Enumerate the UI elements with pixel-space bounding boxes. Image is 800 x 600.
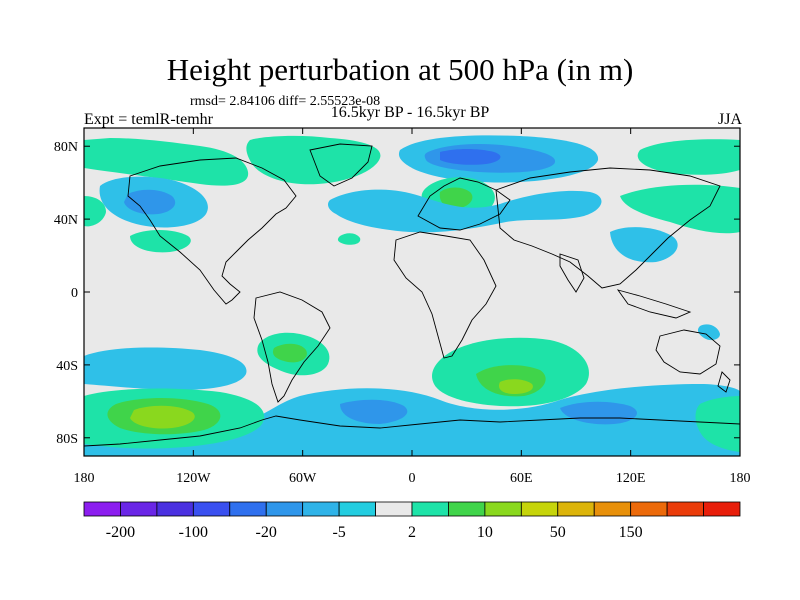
field-nw-pacific-green [637,139,740,175]
coast-africa [393,231,497,359]
coast-india [559,253,585,293]
map-title: Height perturbation at 500 hPa (in m) [166,52,634,87]
colorbar-swatch [520,501,559,517]
field-south-pacific-yellow [130,405,195,429]
colorbar-swatch [411,501,449,517]
lat-tick-label: 40S [56,359,78,374]
lon-tick-label: 180 [74,471,95,486]
lat-tick-label: 80S [56,432,78,447]
colorbar-swatch [265,501,304,517]
colorbar-swatch [338,501,376,517]
experiment-label: Expt = temlR-temhr [84,111,213,128]
stats-line: rmsd= 2.84106 diff= 2.55523e-08 [190,94,381,109]
colorbar-swatch [557,501,595,517]
field-north-america-blue [124,189,176,215]
field-east-asia-cyan [610,227,678,263]
field-south-atlantic-yellow [498,379,533,394]
contour-fields [84,135,740,456]
field-south-america-lime [272,343,307,363]
coastlines [84,143,740,447]
coast-southeast-asia [616,289,692,319]
colorbar-label: 2 [408,524,416,541]
coast-asia [495,167,721,289]
lon-tick-label: 60W [289,471,317,486]
coast-north-america [127,157,297,305]
lon-tick-label: 120W [176,471,211,486]
field-southern-ocean-cyan [84,384,740,456]
colorbar-label: 150 [619,524,643,541]
coast-greenland [309,143,373,187]
field-south-pacific-cyan [84,347,247,390]
field-europe-lime [439,187,473,209]
colorbar-swatch [630,501,668,517]
lat-tick-label: 0 [71,286,78,301]
period-label: 16.5kyr BP - 16.5kyr BP [330,104,490,121]
coast-australia [655,329,721,375]
coast-europe [417,177,511,231]
coast-antarctica [84,415,740,447]
field-subtropic-pacific-green [130,230,191,253]
colorbar-swatch [156,501,194,517]
coast-south-america [253,291,331,403]
lon-tick-label: 0 [409,471,416,486]
longitude-ticks: 180 120W 60W 0 60E 120E 180 [74,128,751,486]
lon-tick-label: 120E [616,471,646,486]
colorbar-swatch [83,501,121,517]
colorbar-label: -20 [256,524,277,541]
lon-tick-label: 180 [730,471,751,486]
colorbar-label: -200 [106,524,135,541]
colorbar-swatch [375,501,413,517]
colorbar-label: 50 [550,524,566,541]
field-australia-cyan [697,324,720,341]
lat-tick-label: 80N [54,140,78,155]
field-se-pacific-green [695,396,740,452]
field-small-atlantic-green [337,233,361,245]
colorbar-swatch [666,501,704,517]
field-north-pacific-green [84,138,249,186]
field-arctic-darkblue [440,149,501,165]
colorbar-swatch [120,501,158,517]
colorbar: -200 -100 -20 -5 2 10 50 150 [83,501,741,541]
colorbar-swatch [593,501,632,517]
lon-tick-label: 60E [510,471,533,486]
colorbar-swatch [703,501,741,517]
colorbar-label: -100 [179,524,208,541]
colorbar-swatch [448,501,486,517]
field-southern-ocean-blue [340,399,408,424]
latitude-ticks: 80N 40N 0 40S 80S [54,140,740,447]
field-east-asia-green [620,184,740,234]
lat-tick-label: 40N [54,213,78,228]
colorbar-swatch [229,501,267,517]
colorbar-label: 10 [477,524,493,541]
colorbar-swatch [192,501,231,517]
colorbar-swatch [302,501,340,517]
season-label: JJA [717,111,742,128]
field-eurasia-cyan [328,189,602,233]
colorbar-swatch [484,501,522,517]
coast-new-zealand [717,371,731,393]
field-southern-ocean-blue2 [560,401,637,425]
colorbar-label: -5 [332,524,345,541]
